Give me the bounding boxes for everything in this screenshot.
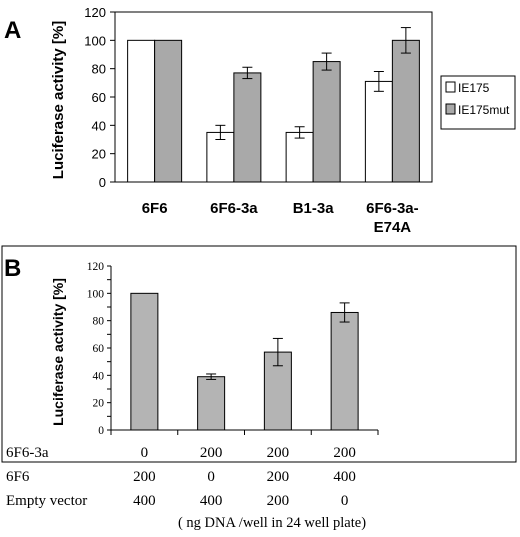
panel-a-bar-ie175mut-4 (391, 39, 420, 183)
panel-b-footnote: ( ng DNA /well in 24 well plate) (178, 515, 366, 531)
panel-b-frame (1, 245, 517, 463)
table-cell: 200 (333, 445, 356, 461)
panel-a-y-ticks: 0 20 40 60 80 100 120 (84, 5, 115, 190)
table-cell: 400 (133, 493, 156, 509)
panel-b-y-tick-label: 40 (93, 370, 105, 382)
panel-b-y-ticks: 0 20 40 60 80 100 120 (87, 261, 111, 437)
table-row-label: Empty vector (6, 493, 87, 509)
table-row-label: 6F6-3a (6, 445, 49, 461)
panel-a-bars (127, 27, 420, 183)
panel-a-legend-label: IE175mut (458, 103, 510, 117)
panel-a-y-tick-label: 120 (84, 5, 106, 20)
table-cell: 400 (333, 469, 356, 485)
panel-b-y-tick-label: 0 (98, 425, 104, 437)
panel-a-y-tick-label: 0 (99, 175, 106, 190)
panel-a-bar-ie175mut-2 (233, 72, 262, 183)
table-cell: 200 (200, 445, 223, 461)
panel-a-bar-ie175-3 (285, 131, 314, 183)
panel-a-category-label: 6F6-3a- (366, 200, 419, 217)
panel-a-category-label: 6F6 (142, 200, 168, 217)
panel-a: A Luciferase activity [%] 0 20 40 60 80 100 12… (4, 5, 516, 236)
panel-b-y-tick-label: 120 (87, 261, 105, 273)
panel-a-category-label: B1-3a (293, 200, 335, 217)
panel-a-y-tick-label: 100 (84, 33, 106, 48)
table-row-label: 6F6 (6, 469, 30, 485)
panel-a-category-label-line2: E74A (374, 219, 412, 236)
panel-a-bar-ie175-4 (364, 80, 393, 183)
table-cell: 200 (267, 493, 290, 509)
panel-b-table: 6F6-3a 0 200 200 200 6F6 200 0 200 400 Empty vecto… (6, 445, 356, 509)
panel-b-bar-2 (197, 376, 226, 431)
panel-b-label: B (4, 255, 21, 282)
panel-a-legend: IE175 IE175mut (440, 75, 516, 130)
panel-b-y-tick-label: 80 (93, 316, 105, 328)
panel-b-y-tick-label: 60 (93, 343, 105, 355)
table-cell: 200 (267, 469, 290, 485)
panel-b: B Luciferase activity [%] 0 20 40 60 80 100 12… (1, 245, 517, 463)
table-cell: 200 (267, 445, 290, 461)
panel-a-y-tick-label: 60 (92, 90, 106, 105)
panel-a-label: A (4, 17, 21, 44)
table-cell: 200 (133, 469, 156, 485)
panel-b-bar-1 (130, 292, 159, 431)
panel-a-y-tick-label: 40 (92, 118, 106, 133)
panel-b-y-tick-label: 20 (93, 398, 105, 410)
panel-b-y-axis-label: Luciferase activity [%] (50, 278, 66, 426)
panel-a-legend-swatch (445, 103, 456, 115)
table-cell: 0 (207, 469, 215, 485)
panel-a-legend-label: IE175 (458, 81, 490, 95)
panel-a-bar-ie175mut-3 (312, 61, 341, 183)
table-cell: 400 (200, 493, 223, 509)
panel-a-y-axis-label: Luciferase activity [%] (50, 21, 67, 179)
panel-a-bar-ie175mut-1 (154, 39, 183, 183)
panel-a-category-label: 6F6-3a (210, 200, 258, 217)
table-cell: 0 (341, 493, 349, 509)
panel-b-bars (130, 292, 359, 431)
panel-a-y-tick-label: 80 (92, 62, 106, 77)
panel-a-bar-ie175-1 (127, 39, 156, 183)
panel-b-bar-4 (330, 311, 359, 431)
panel-b-y-tick-label: 100 (87, 288, 105, 300)
panel-a-y-tick-label: 20 (92, 147, 106, 162)
panel-a-legend-swatch (445, 81, 456, 93)
table-cell: 0 (141, 445, 149, 461)
panel-a-categories: 6F6 6F6-3a B1-3a 6F6-3a- E74A (142, 200, 419, 236)
